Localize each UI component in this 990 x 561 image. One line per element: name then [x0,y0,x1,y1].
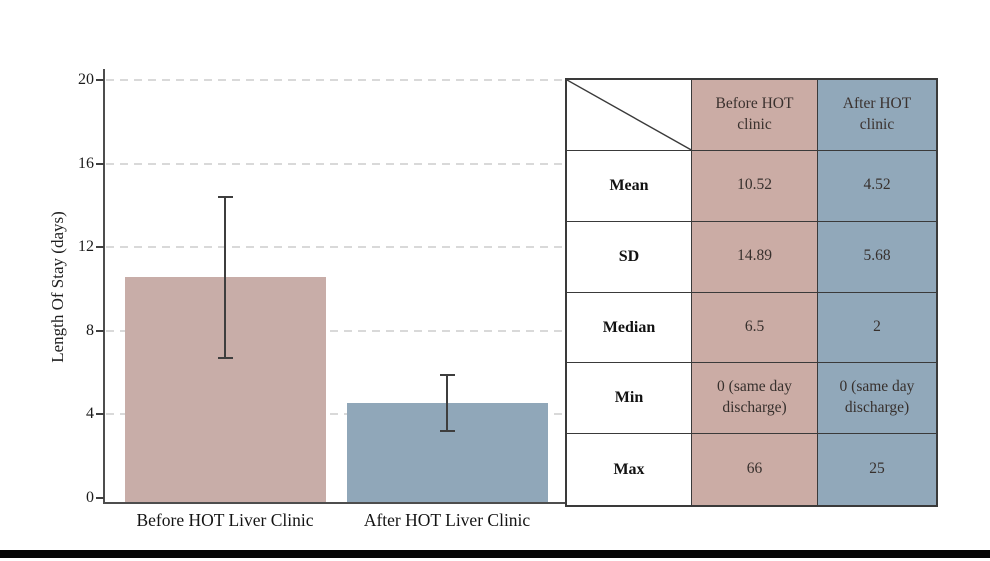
row-label: Median [567,292,692,364]
y-tick-label: 8 [86,321,94,339]
gridline-y-12 [106,246,566,249]
error-bar-stem [446,373,448,433]
y-tick-label: 0 [86,489,94,506]
error-bar-cap-top [217,196,233,199]
error-bar-cap-bottom [439,430,455,433]
value-cell-before: 10.52 [692,150,818,222]
value-cell-before: 66 [692,434,818,505]
gridline-y-16 [106,162,566,165]
row-label: Mean [567,150,692,222]
error-bar-stem [224,196,226,360]
y-tick-4 [96,413,104,416]
gridline-y-4 [106,413,566,416]
summary-statistics-table: Before HOT clinic After HOT clinic Mean 1… [565,78,938,507]
value-cell-after: 25 [818,434,936,505]
length-of-stay-bar-chart: Length Of Stay (days) 0 4 8 12 16 20 Before HO… [48,69,567,530]
y-axis-title: Length Of Stay (days) [48,211,67,363]
error-bar-cap-bottom [217,357,233,360]
x-axis-line [103,502,567,504]
x-category-label: After HOT Liver Clinic [363,510,531,530]
row-label: Max [567,434,692,505]
value-cell-before: 6.5 [692,292,818,364]
y-tick-20 [96,79,104,81]
y-tick-label: 16 [78,154,94,172]
y-tick-8 [96,329,104,332]
error-bar-after [439,373,455,433]
value-cell-before: 0 (same day discharge) [692,363,818,435]
gridline-y-8 [106,329,566,332]
value-cell-after: 5.68 [818,221,936,293]
y-tick-12 [96,246,104,249]
y-axis-line [103,69,105,503]
value-cell-after: 2 [818,292,936,364]
error-bar-before [217,196,233,360]
gridline-y-20 [106,79,566,81]
row-label: SD [567,221,692,293]
value-cell-after: 0 (same day discharge) [818,363,936,435]
row-label: Min [567,363,692,435]
x-category-label: Before HOT Liver Clinic [136,510,314,530]
column-header-after: After HOT clinic [818,80,936,151]
diagonal-line [567,80,691,150]
value-cell-before: 14.89 [692,221,818,293]
column-header-before: Before HOT clinic [692,80,818,151]
y-tick-label: 20 [78,71,94,88]
y-tick-0 [96,497,104,499]
bottom-divider-rule [0,550,990,558]
table-corner-cell [567,80,692,151]
y-tick-label: 4 [86,405,94,423]
y-tick-label: 12 [78,238,94,256]
error-bar-cap-top [439,373,455,376]
value-cell-after: 4.52 [818,150,936,222]
y-tick-16 [96,162,104,165]
